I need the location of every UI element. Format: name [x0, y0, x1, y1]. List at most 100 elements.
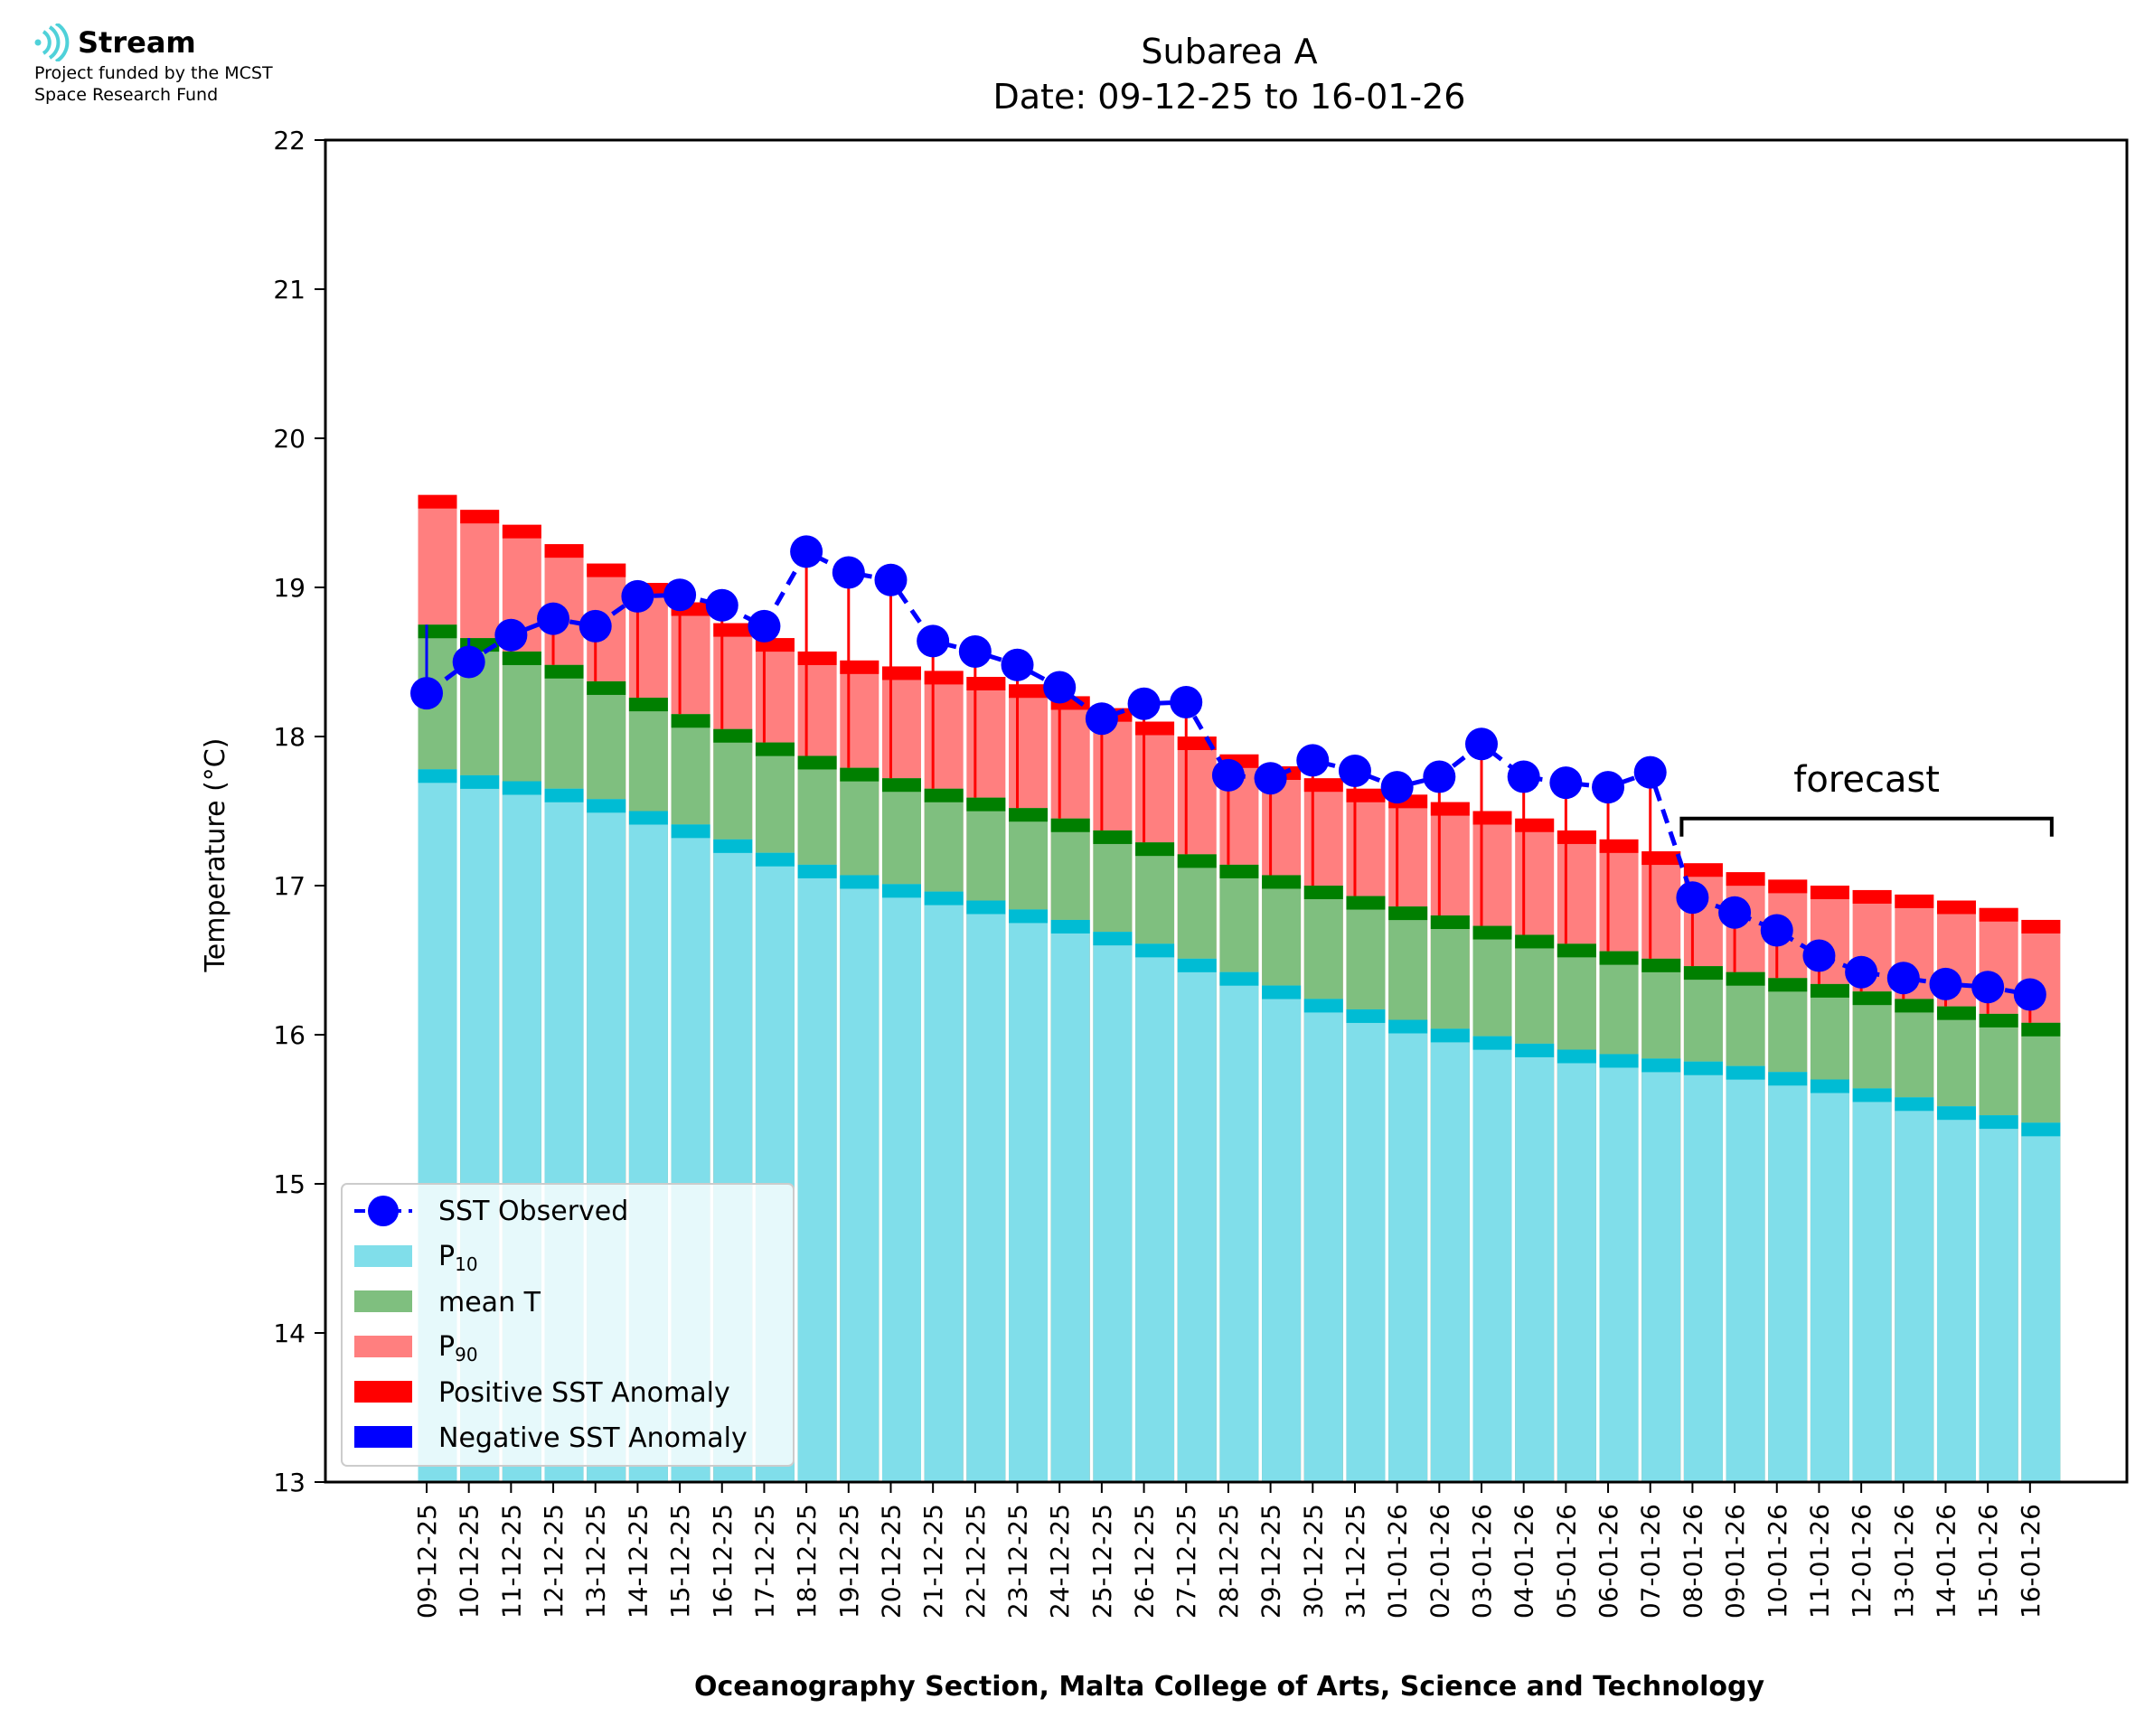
sst-observed-point	[621, 579, 654, 613]
p10-bar-cap	[1009, 909, 1049, 924]
sst-observed-point	[1001, 648, 1034, 681]
mean-bar-cap	[1262, 875, 1302, 889]
x-tick-label: 20-12-25	[876, 1504, 906, 1619]
mean-bar-cap	[1135, 842, 1175, 857]
sst-observed-point	[1127, 687, 1161, 720]
p90-bar-cap	[1683, 863, 1723, 877]
p90-bar-cap	[713, 623, 753, 637]
plot-frame	[324, 138, 2129, 1484]
legend-p90-label: P90	[438, 1331, 478, 1365]
mean-bar-cap	[924, 788, 964, 802]
mean-bar-cap	[671, 714, 710, 728]
chart-subtitle: Date: 09-12-25 to 16-01-26	[993, 77, 1466, 117]
sst-observed-point	[1760, 914, 1793, 947]
legend-observed-label: SST Observed	[438, 1196, 628, 1227]
p90-bar-cap	[1135, 721, 1175, 736]
p10-bar-cap	[1346, 1009, 1386, 1023]
legend-box	[341, 1183, 795, 1467]
y-tick-label: 14	[273, 1318, 306, 1348]
mean-bar-cap	[1050, 818, 1090, 832]
mean-bar-cap	[1895, 999, 1934, 1013]
sst-observed-point	[1718, 896, 1752, 929]
x-tick-label: 22-12-25	[961, 1504, 991, 1619]
p10-bar-cap	[713, 839, 753, 853]
sst-observed-point	[410, 677, 443, 710]
mean-bar-cap	[1557, 943, 1596, 958]
funding-line-1: Project funded by the MCST	[34, 63, 273, 83]
p90-bar-cap	[1430, 802, 1470, 816]
y-tick-label: 21	[273, 275, 306, 305]
p10-bar-cap	[1515, 1043, 1555, 1057]
p10-bar	[1599, 1054, 1639, 1482]
sst-observed-point	[832, 556, 865, 589]
p10-bar-cap	[628, 811, 668, 825]
p90-bar-cap	[1852, 889, 1892, 904]
x-tick-label: 07-01-26	[1636, 1504, 1666, 1619]
p10-bar	[2021, 1122, 2061, 1482]
p10-bar-cap	[1262, 985, 1302, 999]
p90-bar-cap	[587, 563, 626, 577]
p90-bar-cap	[1641, 851, 1681, 866]
p90-bar-cap	[502, 524, 541, 539]
mean-bar-cap	[628, 698, 668, 712]
p10-bar-cap	[671, 824, 710, 839]
p10-bar-cap	[2021, 1122, 2061, 1137]
sst-observed-point	[1423, 760, 1456, 793]
sst-observed-point	[874, 563, 908, 596]
p10-bar-cap	[1810, 1079, 1849, 1093]
x-tick-label: 19-12-25	[834, 1504, 864, 1619]
sst-observed-point	[790, 535, 823, 568]
legend: SST Observed P10 mean T P90 Positive SST…	[341, 1183, 795, 1467]
logo: Stream Project funded by the MCST Space …	[34, 23, 273, 105]
mean-bar-cap	[1683, 966, 1723, 981]
p10-bar-cap	[502, 781, 541, 795]
p90-bar-cap	[1009, 684, 1049, 699]
p10-bar	[1093, 932, 1133, 1482]
p90-bar-cap	[1346, 788, 1386, 802]
sst-observed-point	[537, 602, 570, 635]
sst-observed-point	[2013, 978, 2046, 1011]
sst-observed-point	[663, 578, 697, 612]
p10-bar-cap	[1050, 919, 1090, 934]
sst-observed-point	[917, 624, 950, 658]
mean-bar-cap	[1726, 971, 1765, 986]
y-tick-label: 15	[273, 1169, 306, 1199]
p10-bar	[924, 891, 964, 1482]
sst-observed-point	[1549, 766, 1583, 800]
p10-bar	[1852, 1088, 1892, 1482]
x-tick-label: 13-01-26	[1889, 1504, 1919, 1619]
p10-bar-cap	[1683, 1061, 1723, 1075]
p10-bar	[797, 864, 837, 1482]
mean-bar-cap	[881, 778, 921, 793]
p10-bar	[1472, 1036, 1512, 1482]
x-tick-label: 14-12-25	[623, 1504, 653, 1619]
x-tick-label: 12-12-25	[539, 1504, 569, 1619]
p10-bar-cap	[1852, 1088, 1892, 1103]
p10-bar-cap	[797, 864, 837, 878]
p10-bar-cap	[1135, 943, 1175, 958]
x-tick-label: 30-12-25	[1298, 1504, 1328, 1619]
y-axis-label: Temperature (°C)	[200, 738, 231, 973]
x-tick-label: 04-01-26	[1510, 1504, 1539, 1619]
mean-bar-cap	[587, 680, 626, 695]
stream-waves-icon	[34, 23, 70, 61]
legend-pos-label: Positive SST Anomaly	[438, 1377, 730, 1409]
mean-bar-cap	[713, 728, 753, 743]
p10-bar	[1135, 943, 1175, 1482]
legend-p10-swatch	[354, 1245, 412, 1267]
sst-observed-point	[1929, 967, 1962, 1000]
plot-area: 13 14 15 16 17 18 19 20 21 22 09-12-25 10-12-25 11-1…	[273, 126, 2129, 1619]
chart-title: Subarea A	[1141, 32, 1317, 71]
legend-mean-label: mean T	[438, 1287, 541, 1318]
sst-observed-point	[1296, 744, 1330, 777]
x-tick-label: 17-12-25	[749, 1504, 779, 1619]
p10-bar	[1683, 1061, 1723, 1482]
legend-p90-swatch	[354, 1336, 412, 1357]
mean-bar-cap	[1472, 925, 1512, 940]
p10-bar-cap	[755, 852, 795, 867]
p10-bar-cap	[460, 774, 500, 789]
legend-neg-label: Negative SST Anomaly	[438, 1422, 748, 1454]
p10-bar-cap	[1093, 932, 1133, 946]
y-tick-label: 20	[273, 424, 306, 454]
x-tick-label: 01-01-26	[1383, 1504, 1413, 1619]
